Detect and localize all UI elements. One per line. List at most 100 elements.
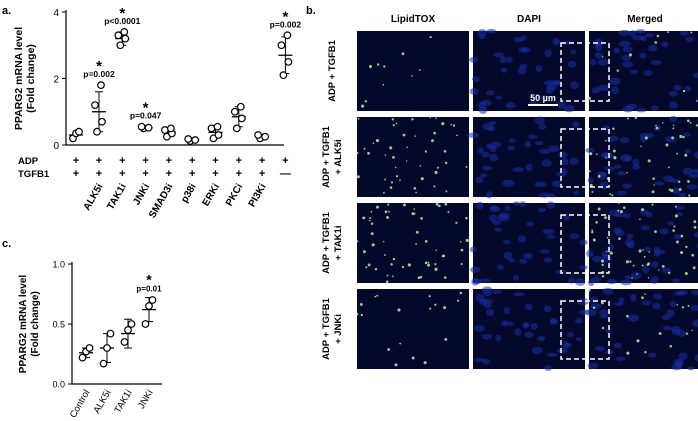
micrograph-lipid-dot	[455, 221, 458, 224]
micrograph-nucleus	[648, 352, 657, 358]
micrograph-tile-r3-c0	[355, 289, 469, 369]
micrograph-nucleus	[623, 213, 631, 219]
micrograph-nucleus	[600, 314, 609, 319]
micrograph-nucleus	[525, 303, 533, 311]
micrograph-lipid-dot	[355, 312, 359, 316]
micrograph-lipid-dot	[401, 52, 405, 56]
chart-a-category-6: PKCi	[224, 182, 246, 208]
micrograph-nucleus	[652, 302, 661, 310]
micrograph-row-label-2-line-1: + TAK1i	[333, 226, 344, 261]
micrograph-lipid-dot	[447, 210, 450, 213]
chart-a-pvalue-0: p=0.002	[83, 69, 115, 79]
micrograph-nucleus	[632, 163, 641, 170]
chart-a-row-0-mark-5: +	[189, 155, 195, 167]
micrograph-lipid-dot	[682, 89, 686, 93]
micrograph-nucleus	[676, 329, 686, 338]
chart-c-ytick-label-1: 0.5	[52, 320, 65, 330]
micrograph-nucleus	[561, 168, 568, 173]
micrograph-nucleus	[549, 318, 558, 324]
micrograph-lipid-dot	[629, 260, 632, 263]
micrograph-lipid-dot	[370, 222, 374, 225]
micrograph-lipid-dot	[385, 280, 389, 284]
micrograph-row-label-0: ADP + TGFB1	[327, 39, 338, 102]
micrograph-lipid-dot	[652, 177, 655, 180]
micrograph-lipid-dot	[695, 124, 698, 127]
micrograph-nucleus	[505, 102, 516, 109]
micrograph-lipid-dot	[375, 205, 379, 209]
micrograph-lipid-dot	[383, 65, 386, 68]
micrograph-lipid-dot	[626, 314, 629, 318]
micrograph-nucleus	[684, 86, 691, 92]
chart-a-row-0-mark-2: +	[119, 155, 125, 167]
micrograph-lipid-dot	[415, 191, 417, 194]
micrograph-nucleus	[650, 261, 659, 268]
micrograph-nucleus	[514, 328, 522, 336]
micrograph-tile-r1-c1	[467, 116, 585, 199]
micrograph-lipid-dot	[587, 96, 591, 100]
micrograph-lipid-dot	[383, 191, 385, 194]
micrograph-lipid-dot	[382, 83, 385, 86]
chart-a-star-3: *	[282, 8, 288, 25]
chart-a-group-8-point-3	[283, 31, 292, 40]
micrograph-nucleus	[601, 251, 610, 257]
chart-a-ylabel-line-0: PPARG2 mRNA level	[13, 27, 25, 130]
chart-a-group-6-point-0	[232, 124, 241, 133]
micrograph-nucleus	[505, 56, 513, 63]
micrograph-nucleus	[650, 275, 659, 284]
chart-a-row-1-mark-0: +	[73, 168, 79, 180]
chart-c-category-0: Control	[68, 388, 93, 420]
micrograph-nucleus	[598, 309, 610, 316]
micrograph-lipid-dot	[618, 237, 621, 240]
micrograph-lipid-dot	[676, 152, 678, 155]
micrograph-lipid-dot	[667, 166, 670, 169]
micrograph-nucleus	[495, 334, 502, 342]
micrograph-nucleus	[476, 201, 484, 210]
micrograph-lipid-dot	[435, 249, 438, 251]
micrograph-nucleus	[522, 322, 529, 329]
micrograph-lipid-dot	[397, 308, 401, 312]
micrograph-lipid-dot	[371, 243, 375, 247]
micrograph-lipid-dot	[658, 269, 660, 271]
chart-c-group-2-point-2	[127, 320, 136, 328]
micrograph-nucleus	[692, 319, 698, 328]
micrograph-lipid-dot	[681, 306, 685, 309]
micrograph-lipid-dot	[651, 190, 655, 194]
micrograph-nucleus	[513, 292, 526, 297]
micrograph-nucleus	[590, 296, 599, 303]
chart-a-group-1-point-0	[116, 41, 125, 50]
micrograph-nucleus	[572, 121, 580, 129]
micrograph-lipid-dot	[647, 159, 651, 163]
micrograph-lipid-dot	[433, 131, 436, 135]
micrograph-nucleus	[579, 265, 588, 270]
micrograph-nucleus	[667, 221, 675, 226]
micrograph-nucleus	[473, 324, 485, 332]
micrograph-nucleus	[619, 137, 630, 144]
micrograph-lipid-dot	[651, 203, 654, 206]
micrograph-lipid-dot	[679, 134, 683, 139]
micrograph-nucleus	[483, 301, 492, 309]
micrograph-nucleus	[495, 95, 503, 100]
chart-a-group-8-point-0	[279, 71, 288, 80]
micrograph-lipid-dot	[394, 363, 398, 367]
micrograph-lipid-dot	[673, 225, 676, 228]
micrograph-lipid-dot	[429, 116, 432, 119]
micrograph-lipid-dot	[686, 119, 690, 123]
micrograph-nucleus	[475, 176, 484, 184]
micrograph-lipid-dot	[641, 208, 645, 212]
micrograph-nucleus	[503, 306, 510, 314]
micrograph-zoom-box-2	[560, 214, 610, 274]
micrograph-lipid-dot	[611, 194, 614, 197]
micrograph-nucleus	[519, 63, 528, 69]
micrograph-nucleus	[615, 356, 626, 362]
micrograph-lipid-dot	[356, 240, 359, 243]
micrograph-nucleus	[673, 291, 684, 296]
micrograph-lipid-dot	[588, 170, 591, 173]
micrograph-nucleus	[558, 151, 568, 159]
chart-a-row-0-mark-9: +	[282, 155, 288, 167]
micrograph-lipid-dot	[672, 127, 675, 130]
chart-a-group-1-point-3	[120, 28, 129, 36]
micrograph-nucleus	[679, 30, 689, 36]
chart-a-row-1-mark-1: +	[96, 168, 102, 180]
micrograph-lipid-dot	[638, 249, 642, 253]
micrograph-row-label-2: ADP + TGFB1 + TAK1i	[321, 211, 344, 274]
